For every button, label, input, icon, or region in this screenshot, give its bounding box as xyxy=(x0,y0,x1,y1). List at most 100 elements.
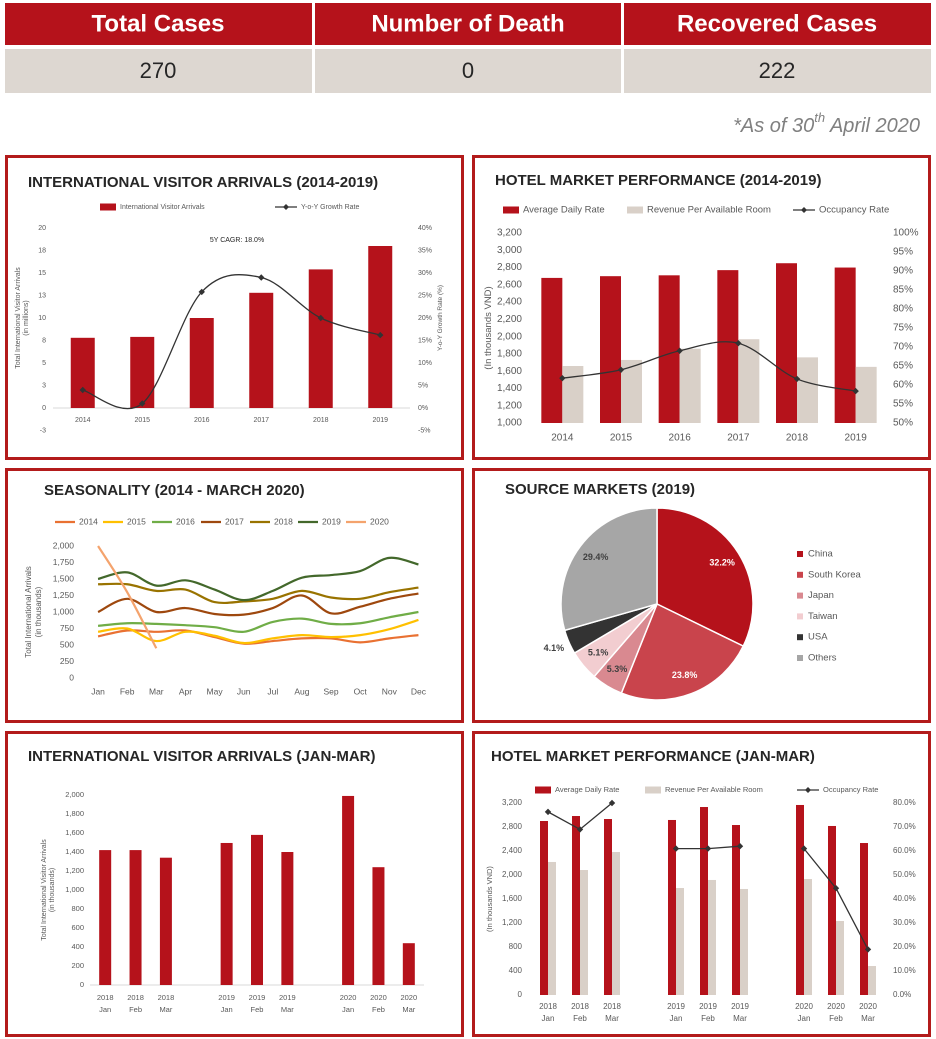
bar xyxy=(804,879,812,995)
axis-title: Total International Arrivals(in thousand… xyxy=(24,566,43,658)
x-tick-label: 2018 xyxy=(786,433,809,444)
bar xyxy=(308,269,333,408)
legend-swatch xyxy=(797,634,803,641)
axis-title-line: (In thousands VND) xyxy=(485,866,494,932)
y-tick-label: 400 xyxy=(71,942,84,951)
legend-label: 2016 xyxy=(176,516,195,526)
x-tick-label: Jan xyxy=(99,1005,111,1014)
y-tick-label: 50.0% xyxy=(893,870,916,879)
x-tick-label: 2019 xyxy=(218,993,235,1002)
y-tick-label: 1,250 xyxy=(53,590,75,600)
y-tick-label: 1,800 xyxy=(497,349,522,360)
legend-label: China xyxy=(808,549,834,560)
y-tick-label: 2,400 xyxy=(502,846,523,855)
legend-label: 2015 xyxy=(127,516,146,526)
y-tick-label: 100% xyxy=(893,228,919,239)
y-tick-label: 1,500 xyxy=(53,573,75,583)
pie-slice xyxy=(560,507,658,632)
axis-title-line: (in thousands) xyxy=(34,586,43,637)
bar xyxy=(740,888,748,995)
y-tick-label: 80.0% xyxy=(893,798,916,807)
pie-slice xyxy=(656,507,754,648)
y-tick-label: 95% xyxy=(893,247,913,258)
x-tick-label: Jan xyxy=(670,1014,683,1023)
legend-marker xyxy=(801,207,807,213)
y-tick-label: 25% xyxy=(418,292,432,299)
y-tick-label: 250 xyxy=(60,656,74,666)
marker xyxy=(139,400,146,407)
legend-swatch xyxy=(797,655,803,661)
axis-title-line: (in millions) xyxy=(23,300,30,335)
marker xyxy=(608,799,616,807)
x-tick-label: Feb xyxy=(129,1005,142,1014)
x-tick-label: Mar xyxy=(281,1005,294,1014)
y-tick-label: 2,000 xyxy=(53,540,75,550)
y-tick-label: 1,600 xyxy=(65,828,84,837)
y-tick-label: 30.0% xyxy=(893,918,916,927)
line xyxy=(97,618,419,645)
legend-label: Japan xyxy=(808,590,834,601)
y-tick-label: 85% xyxy=(893,285,913,296)
bar xyxy=(572,816,580,995)
bar xyxy=(159,857,172,985)
bar xyxy=(604,819,612,995)
legend-swatch xyxy=(797,592,803,599)
bar xyxy=(129,850,142,985)
x-tick-label: 2015 xyxy=(610,433,633,444)
y-tick-label: 20.0% xyxy=(893,942,916,951)
x-tick-label: Oct xyxy=(354,686,368,696)
data-label: 29.4% xyxy=(583,552,609,562)
legend-label: Average Daily Rate xyxy=(555,785,619,794)
marker xyxy=(559,374,566,382)
legend-label: 2020 xyxy=(370,516,389,526)
y-tick-label: 5% xyxy=(418,382,428,389)
bar xyxy=(99,850,112,985)
x-tick-label: Jul xyxy=(267,686,278,696)
legend-swatch xyxy=(535,786,551,794)
panel xyxy=(5,155,464,460)
x-tick-label: Jan xyxy=(342,1005,354,1014)
bar xyxy=(130,336,155,408)
y-tick-label: 60% xyxy=(893,380,913,391)
x-tick-label: 2020 xyxy=(340,993,357,1002)
stat-value-bg xyxy=(315,49,621,93)
marker xyxy=(735,340,742,347)
y-tick-label: 1,000 xyxy=(53,606,75,616)
legend-label: Revenue Per Available Room xyxy=(665,785,763,794)
y-tick-label: 1,000 xyxy=(497,418,522,429)
data-label: 5.3% xyxy=(607,664,628,674)
x-tick-label: 2018 xyxy=(158,993,175,1002)
x-tick-label: 2017 xyxy=(253,417,269,424)
y-tick-label: 10.0% xyxy=(893,966,916,975)
bar xyxy=(717,270,739,423)
line xyxy=(97,610,419,633)
marker xyxy=(576,826,584,833)
as-of-note: *As of 30th April 2020 xyxy=(733,110,920,137)
line xyxy=(97,592,419,617)
y-tick-label: 1,750 xyxy=(53,557,75,567)
y-tick-label: 1,400 xyxy=(497,383,522,394)
marker xyxy=(198,288,205,296)
marker xyxy=(377,331,384,339)
y-tick-label: 35% xyxy=(418,247,432,254)
x-tick-label: Apr xyxy=(179,686,192,696)
marker xyxy=(704,845,712,852)
chart-title: HOTEL MARKET PERFORMANCE (2014-2019) xyxy=(495,172,821,189)
bar xyxy=(621,359,642,423)
bar xyxy=(548,861,556,995)
bar xyxy=(738,339,760,423)
y-tick-label: 1,000 xyxy=(65,885,84,894)
axis-title: Total International Visitor Arrivals(in … xyxy=(41,839,56,941)
x-tick-label: Jan xyxy=(798,1014,811,1023)
x-tick-label: 2014 xyxy=(75,417,91,424)
stat-value: 222 xyxy=(759,58,796,83)
y-tick-label: 13 xyxy=(38,292,46,299)
bar xyxy=(368,246,393,408)
y-tick-label: 50% xyxy=(893,418,913,429)
legend-label: Taiwan xyxy=(808,611,838,622)
axis-title-line: (in thousands) xyxy=(49,868,56,912)
x-tick-label: Mar xyxy=(159,1005,172,1014)
data-label: 23.8% xyxy=(672,670,698,680)
bar xyxy=(600,276,621,423)
chart-title: HOTEL MARKET PERFORMANCE (JAN-MAR) xyxy=(491,748,815,765)
